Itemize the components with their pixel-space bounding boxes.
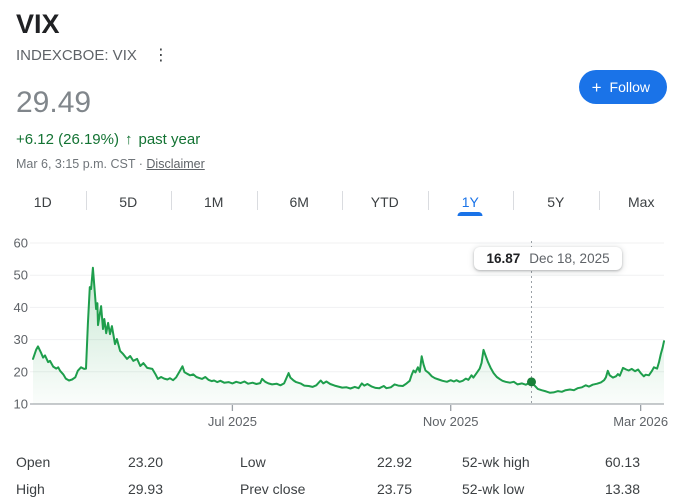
quote-timestamp-row: Mar 6, 3:15 p.m. CST · Disclaimer: [16, 157, 668, 171]
stat-label: 52-wk low: [462, 481, 524, 497]
y-axis-label: 30: [14, 332, 28, 347]
tab-5d-label: 5D: [119, 194, 137, 210]
stat-52wk-low: 52-wk low 13.38: [462, 475, 640, 502]
tab-active-underline: [458, 212, 483, 216]
stat-value: 23.75: [377, 481, 412, 497]
stats-column-1: Open 23.20 High 29.93: [16, 448, 163, 502]
stat-open: Open 23.20: [16, 448, 163, 475]
price-change-row: +6.12 (26.19%) ↑ past year: [16, 131, 668, 148]
price-area-fill: [33, 268, 664, 404]
tab-5d[interactable]: 5D: [86, 188, 172, 216]
more-options-icon[interactable]: ⋮: [149, 46, 173, 66]
stat-high: High 29.93: [16, 475, 163, 502]
tab-5y[interactable]: 5Y: [513, 188, 599, 216]
tab-6m-label: 6M: [290, 194, 309, 210]
stat-label: Prev close: [240, 481, 305, 497]
x-axis-label: Mar 2026: [613, 414, 668, 429]
tab-max-label: Max: [628, 194, 654, 210]
exchange-row: INDEXCBOE: VIX ⋮: [16, 45, 668, 66]
stat-value: 60.13: [605, 454, 640, 470]
y-axis-label: 40: [14, 300, 28, 315]
tab-5y-label: 5Y: [547, 194, 564, 210]
dot-separator: ·: [139, 157, 143, 171]
stat-label: Open: [16, 454, 50, 470]
tab-1y[interactable]: 1Y: [428, 188, 514, 216]
stat-label: High: [16, 481, 45, 497]
y-axis-label: 20: [14, 364, 28, 379]
stat-low: Low 22.92: [240, 448, 412, 475]
chart-tooltip: 16.87 Dec 18, 2025: [474, 247, 621, 270]
stat-label: 52-wk high: [462, 454, 530, 470]
stats-column-2: Low 22.92 Prev close 23.75: [240, 448, 412, 502]
stats-column-3: 52-wk high 60.13 52-wk low 13.38: [462, 448, 640, 502]
tab-ytd[interactable]: YTD: [342, 188, 428, 216]
follow-button-label: Follow: [610, 79, 650, 95]
tab-1d[interactable]: 1D: [0, 188, 86, 216]
y-axis-label: 50: [14, 268, 28, 283]
follow-button[interactable]: + Follow: [579, 70, 667, 104]
stat-value: 22.92: [377, 454, 412, 470]
y-axis-label: 60: [14, 236, 28, 251]
stat-value: 29.93: [128, 481, 163, 497]
stat-value: 23.20: [128, 454, 163, 470]
tab-max[interactable]: Max: [599, 188, 684, 216]
y-axis-label: 10: [14, 397, 28, 412]
change-period: past year: [139, 131, 201, 148]
quote-header: VIX INDEXCBOE: VIX ⋮ + Follow 29.49 +6.1…: [0, 0, 684, 171]
x-axis-label: Nov 2025: [423, 414, 479, 429]
time-range-tabs: 1D 5D 1M 6M YTD 1Y 5Y Max: [0, 188, 684, 216]
stat-value: 13.38: [605, 481, 640, 497]
tab-1y-label: 1Y: [462, 194, 479, 210]
up-arrow-icon: ↑: [125, 131, 133, 148]
x-axis-label: Jul 2025: [208, 414, 257, 429]
page-title: VIX: [16, 8, 668, 40]
quote-timestamp: Mar 6, 3:15 p.m. CST: [16, 157, 135, 171]
tab-1m-label: 1M: [204, 194, 223, 210]
stat-52wk-high: 52-wk high 60.13: [462, 448, 640, 475]
tab-1m[interactable]: 1M: [171, 188, 257, 216]
price-chart[interactable]: 60 50 40 30 20 10 Jul 2025 Nov 2025 Mar 2026 16.…: [0, 229, 684, 434]
focus-dot: [527, 377, 536, 386]
key-stats-table: Open 23.20 High 29.93 Low 22.92 Prev clo…: [0, 448, 684, 502]
tooltip-date: Dec 18, 2025: [529, 251, 609, 266]
price-change: +6.12 (26.19%): [16, 131, 119, 148]
stat-label: Low: [240, 454, 266, 470]
exchange-ticker: INDEXCBOE: VIX: [16, 47, 137, 64]
tab-6m[interactable]: 6M: [257, 188, 343, 216]
tab-ytd-label: YTD: [371, 194, 399, 210]
plus-icon: +: [592, 79, 602, 96]
stat-prev-close: Prev close 23.75: [240, 475, 412, 502]
current-price: 29.49: [16, 86, 668, 120]
tab-1d-label: 1D: [34, 194, 52, 210]
tooltip-value: 16.87: [486, 251, 520, 266]
disclaimer-link[interactable]: Disclaimer: [146, 157, 204, 171]
